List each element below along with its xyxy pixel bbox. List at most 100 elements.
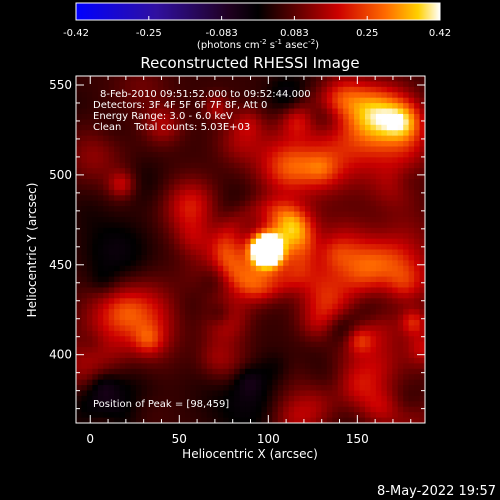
heatmap-cell [217, 260, 224, 267]
heatmap-cell [261, 130, 268, 137]
heatmap-cell [326, 141, 333, 148]
heatmap-cell [119, 292, 126, 299]
heatmap-cell [370, 341, 377, 348]
heatmap-cell [288, 92, 295, 99]
heatmap-cell [195, 374, 203, 381]
heatmap-cell [223, 287, 230, 294]
heatmap-cell [381, 374, 388, 381]
heatmap-cell [223, 330, 230, 337]
heatmap-cell [135, 227, 143, 234]
heatmap-cell [348, 401, 355, 408]
heatmap-cell [239, 401, 246, 408]
heatmap-cell [343, 157, 350, 164]
heatmap-cell [370, 238, 377, 245]
heatmap-cell [266, 162, 273, 169]
heatmap-cell [174, 92, 181, 99]
heatmap-cell [354, 222, 361, 229]
heatmap-cell [414, 417, 421, 423]
heatmap-cell [234, 330, 241, 337]
heatmap-cell [261, 195, 268, 202]
heatmap-cell [359, 385, 366, 392]
heatmap-cell [299, 211, 306, 218]
heatmap-cell [86, 249, 93, 256]
heatmap-cell [250, 103, 257, 110]
heatmap-cell [201, 135, 208, 142]
heatmap-cell [245, 395, 252, 402]
heatmap-cell [239, 260, 246, 267]
heatmap-cell [250, 151, 257, 158]
heatmap-cell [212, 124, 219, 131]
heatmap-cell [130, 303, 137, 310]
heatmap-cell [397, 287, 404, 294]
heatmap-cell [321, 412, 328, 419]
heatmap-cell [152, 146, 159, 153]
heatmap-cell [403, 216, 410, 223]
heatmap-cell [163, 173, 170, 180]
heatmap-cell [190, 216, 197, 223]
heatmap-cell [125, 254, 132, 261]
heatmap-cell [419, 81, 425, 88]
heatmap-cell [294, 417, 301, 423]
heatmap-cell [245, 189, 252, 196]
heatmap-cell [168, 357, 175, 364]
heatmap-cell [250, 314, 257, 321]
heatmap-cell [370, 352, 377, 359]
heatmap-cell [288, 412, 295, 419]
heatmap-cell [168, 184, 175, 191]
heatmap-cell [234, 287, 241, 294]
heatmap-cell [354, 162, 361, 169]
heatmap-cell [414, 206, 421, 213]
heatmap-cell [168, 86, 175, 93]
heatmap-cell [326, 92, 333, 99]
heatmap-cell [206, 86, 213, 93]
heatmap-cell [255, 314, 262, 321]
heatmap-cell [288, 352, 295, 359]
heatmap-cell [354, 395, 361, 402]
heatmap-cell [185, 168, 192, 175]
heatmap-cell [228, 151, 235, 158]
heatmap-cell [343, 298, 350, 305]
heatmap-cell [97, 325, 104, 332]
heatmap-cell [97, 412, 104, 419]
heatmap-cell [315, 352, 322, 359]
heatmap-cell [294, 76, 301, 83]
heatmap-cell [255, 124, 262, 131]
heatmap-cell [266, 157, 273, 164]
heatmap-cell [234, 119, 241, 126]
heatmap-cell [92, 401, 99, 408]
heatmap-cell [179, 303, 186, 310]
heatmap-cell [332, 379, 339, 386]
heatmap-cell [179, 168, 186, 175]
heatmap-cell [261, 390, 268, 397]
heatmap-cell [315, 238, 322, 245]
heatmap-cell [81, 319, 88, 326]
heatmap-cell [190, 97, 197, 104]
heatmap-cell [370, 265, 377, 272]
heatmap-cell [299, 233, 306, 240]
heatmap-cell [119, 395, 126, 402]
heatmap-cell [403, 211, 410, 218]
heatmap-cell [375, 81, 382, 88]
heatmap-cell [223, 168, 230, 175]
heatmap-cell [255, 309, 262, 316]
heatmap-cell [152, 254, 159, 261]
heatmap-cell [130, 357, 137, 364]
heatmap-cell [305, 260, 312, 267]
heatmap-cell [414, 119, 421, 126]
heatmap-cell [321, 179, 328, 186]
heatmap-cell [217, 238, 224, 245]
heatmap-cell [381, 352, 388, 359]
heatmap-cell [261, 298, 268, 305]
heatmap-cell [408, 303, 415, 310]
heatmap-cell [283, 151, 290, 158]
heatmap-cell [315, 162, 322, 169]
heatmap-cell [261, 119, 268, 126]
heatmap-cell [365, 97, 372, 104]
heatmap-cell [141, 233, 148, 240]
heatmap-cell [375, 222, 382, 229]
heatmap-cell [365, 390, 372, 397]
heatmap-cell [392, 103, 399, 110]
heatmap-cell [354, 368, 361, 375]
heatmap-cell [419, 390, 425, 397]
heatmap-cell [141, 86, 148, 93]
